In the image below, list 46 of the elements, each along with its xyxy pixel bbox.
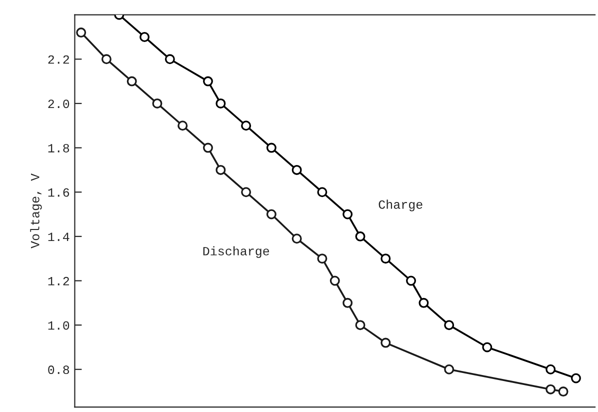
point	[76, 28, 86, 38]
point	[406, 276, 416, 286]
point	[164, 54, 175, 64]
y-tick-label: 1.8	[48, 144, 70, 152]
point	[140, 32, 150, 42]
point	[418, 298, 429, 308]
y-tick-label: 2.0	[48, 100, 70, 108]
point	[292, 164, 302, 175]
point	[380, 254, 391, 264]
point	[266, 209, 276, 220]
point	[444, 320, 454, 330]
point	[546, 384, 556, 394]
point	[202, 142, 213, 153]
point	[216, 164, 226, 175]
point	[202, 76, 213, 86]
y-tick-label: 2.2	[48, 55, 70, 64]
point	[546, 364, 556, 374]
point	[342, 298, 353, 308]
point	[355, 320, 366, 330]
series-label: Discharge	[203, 246, 270, 258]
y-axis-title: Voltage, V	[30, 174, 42, 248]
point	[380, 338, 391, 348]
point	[101, 54, 112, 64]
text: Charge	[378, 200, 422, 212]
point	[317, 254, 328, 264]
point	[558, 386, 568, 397]
point	[152, 98, 162, 108]
y-tick-label: 1.2	[48, 276, 70, 286]
y-tick-label: 1.0	[48, 321, 70, 330]
point	[266, 142, 276, 153]
point	[126, 76, 137, 86]
point	[241, 120, 252, 131]
point	[178, 120, 188, 131]
y-tick-label: 1.4	[48, 232, 70, 241]
point	[444, 364, 454, 374]
point	[570, 373, 581, 384]
point	[355, 231, 366, 242]
point	[482, 342, 492, 352]
y-tick-label: 1.6	[48, 188, 70, 197]
point	[342, 209, 353, 220]
point	[241, 187, 252, 198]
y-tick-label: 0.8	[48, 366, 70, 374]
point	[330, 276, 340, 286]
point	[292, 234, 302, 244]
point	[216, 98, 226, 108]
point	[317, 187, 328, 198]
